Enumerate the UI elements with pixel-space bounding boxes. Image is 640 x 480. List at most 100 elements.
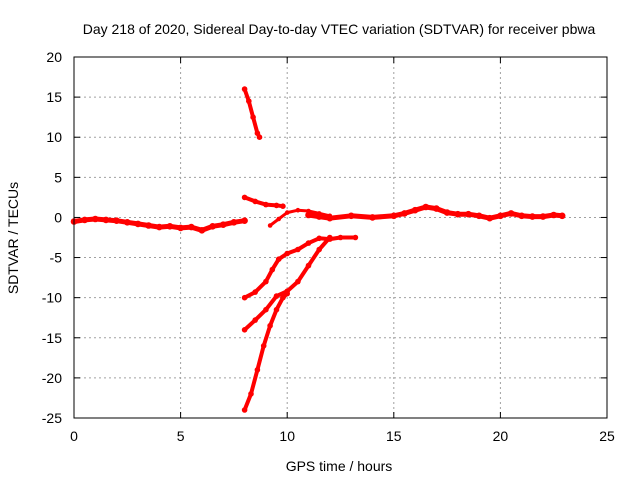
data-point (305, 211, 312, 219)
y-tick-label: -20 (42, 370, 62, 386)
series-low-arc-a (241, 234, 359, 301)
data-point (337, 234, 344, 241)
data-point (166, 223, 174, 230)
data-series (70, 86, 566, 413)
data-point (316, 235, 323, 242)
x-tick-label: 5 (177, 428, 185, 444)
data-point (316, 246, 323, 253)
series-rising-arc (267, 207, 333, 228)
data-point (558, 212, 566, 220)
x-axis-label: GPS time / hours (286, 458, 393, 474)
data-point (102, 216, 110, 224)
data-point (273, 293, 280, 299)
data-point (267, 322, 273, 329)
data-point (327, 213, 333, 219)
series-line (242, 235, 358, 300)
x-tick-label: 20 (493, 428, 509, 444)
data-point (539, 213, 547, 220)
data-point (443, 209, 451, 216)
axes: 0 5 10 15 20 25 20 15 10 5 0 -5 -10 -15 -20 -25 (42, 49, 615, 444)
x-tick-label: 25 (599, 428, 615, 444)
data-point (92, 215, 99, 223)
y-tick-label: 5 (54, 169, 62, 185)
data-point (241, 407, 248, 413)
data-point (497, 212, 504, 220)
data-point (284, 210, 290, 215)
series-mid-arc (241, 194, 286, 209)
y-tick-label: -25 (42, 410, 62, 426)
data-point (198, 227, 206, 234)
data-point (352, 234, 359, 241)
data-point (369, 214, 376, 221)
data-point (306, 208, 311, 214)
data-point (316, 211, 322, 216)
data-point (252, 198, 258, 205)
y-tick-label: 10 (46, 129, 62, 145)
data-point (254, 367, 261, 373)
data-point (241, 294, 248, 301)
series-main (70, 215, 248, 234)
data-point (252, 317, 258, 323)
data-point (276, 216, 282, 222)
data-point (273, 202, 280, 209)
data-point (295, 278, 301, 285)
x-tick-label: 15 (386, 428, 402, 444)
data-point (550, 211, 557, 219)
data-point (267, 223, 273, 228)
data-point (390, 212, 398, 220)
series-line (242, 87, 262, 140)
data-point (529, 213, 536, 220)
data-point (327, 234, 333, 241)
y-tick-label: 0 (54, 209, 62, 225)
data-point (280, 294, 286, 301)
data-point (275, 256, 282, 263)
data-point (250, 114, 256, 120)
data-point (256, 134, 263, 140)
data-point (401, 210, 408, 217)
data-point (295, 246, 301, 253)
data-point (305, 240, 312, 246)
y-tick-label: 15 (46, 89, 62, 105)
data-point (486, 214, 494, 222)
data-point (124, 219, 131, 226)
chart-title: Day 218 of 2020, Sidereal Day-to-day VTE… (83, 21, 596, 37)
data-point (263, 201, 269, 208)
x-tick-label: 0 (70, 428, 78, 444)
data-point (518, 212, 525, 220)
data-point (219, 221, 227, 228)
data-point (305, 262, 312, 269)
data-point (260, 343, 267, 349)
plot-frame (73, 56, 608, 419)
data-point (241, 86, 248, 92)
y-tick-label: 20 (46, 49, 62, 65)
series-high-arc (241, 86, 263, 140)
data-point (177, 224, 184, 232)
y-tick-label: -10 (42, 290, 62, 306)
y-tick-label: -15 (42, 330, 62, 346)
data-point (241, 327, 248, 333)
data-point (422, 203, 430, 211)
data-point (284, 290, 291, 297)
data-point (134, 220, 142, 228)
data-point (252, 289, 258, 295)
data-point (248, 391, 254, 397)
data-point (230, 219, 238, 226)
y-tick-label: -5 (50, 250, 63, 266)
data-point (284, 250, 291, 257)
data-point (465, 210, 472, 218)
data-point (246, 98, 252, 104)
data-point (113, 217, 120, 224)
data-point (145, 222, 152, 229)
data-point (81, 216, 88, 224)
x-tick-label: 10 (279, 428, 295, 444)
series-main-late (305, 203, 566, 222)
data-point (209, 223, 216, 230)
data-point (269, 266, 276, 273)
data-point (156, 223, 163, 231)
y-axis-label: SDTVAR / TECUs (5, 182, 21, 294)
data-point (263, 306, 269, 313)
data-point (347, 212, 355, 220)
data-point (411, 206, 419, 214)
data-point (273, 306, 280, 313)
